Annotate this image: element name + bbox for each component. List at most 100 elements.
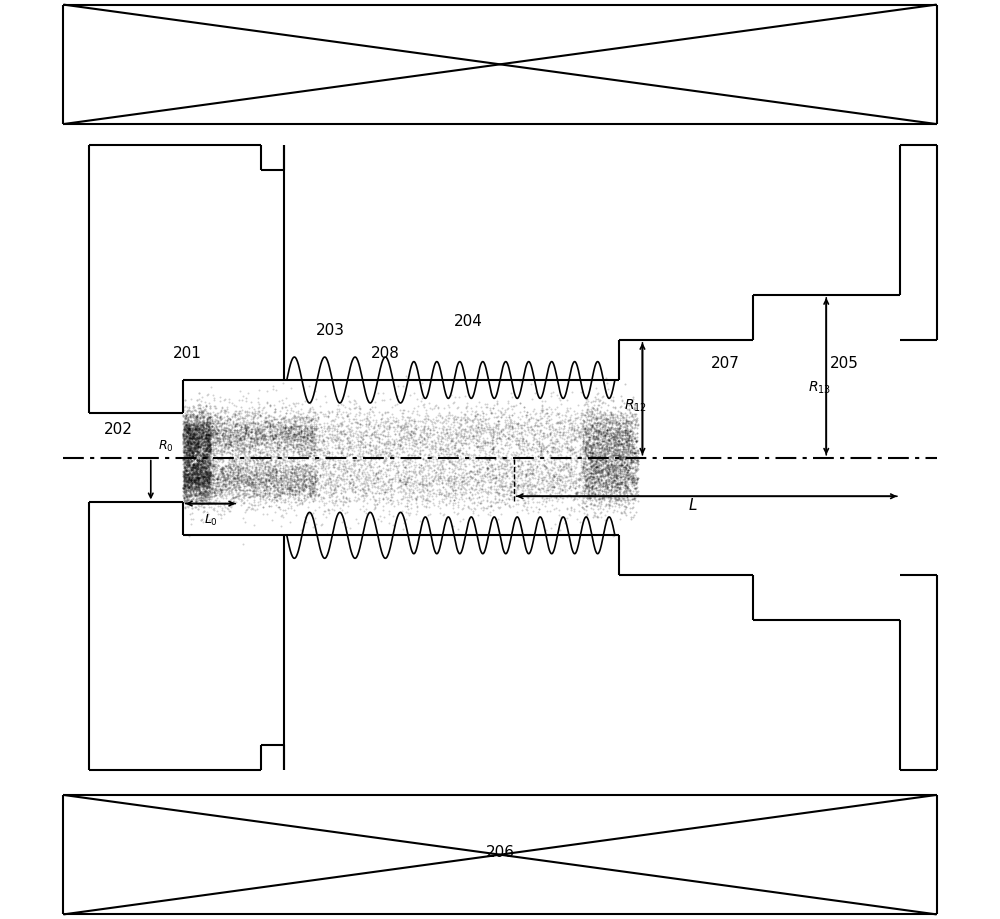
Point xyxy=(243,471,259,486)
Point xyxy=(502,455,518,470)
Point xyxy=(470,453,486,468)
Point xyxy=(533,411,549,425)
Point xyxy=(297,414,313,428)
Point xyxy=(578,429,594,444)
Point xyxy=(196,478,212,493)
Point xyxy=(325,460,341,474)
Point xyxy=(442,476,458,491)
Point xyxy=(549,400,565,414)
Point xyxy=(181,421,197,436)
Point xyxy=(294,476,310,491)
Point xyxy=(313,477,329,492)
Point xyxy=(371,491,387,505)
Point xyxy=(222,417,238,432)
Point xyxy=(585,428,601,443)
Point xyxy=(473,414,489,428)
Point xyxy=(185,435,201,449)
Point xyxy=(293,428,309,443)
Point xyxy=(596,448,612,463)
Point xyxy=(619,437,635,451)
Point xyxy=(613,430,629,445)
Point xyxy=(193,480,209,494)
Point xyxy=(482,423,498,437)
Point xyxy=(580,487,596,502)
Point xyxy=(198,430,214,445)
Point xyxy=(190,477,206,492)
Point xyxy=(310,442,326,457)
Point xyxy=(209,434,225,448)
Point xyxy=(260,463,276,478)
Point xyxy=(342,434,358,448)
Point xyxy=(208,460,224,474)
Point xyxy=(187,425,203,439)
Point xyxy=(199,480,215,494)
Point xyxy=(175,468,191,482)
Point xyxy=(514,455,530,470)
Point xyxy=(314,428,330,443)
Point xyxy=(249,502,265,516)
Point xyxy=(295,463,311,478)
Point xyxy=(186,465,202,480)
Point xyxy=(442,469,458,483)
Point xyxy=(627,429,643,444)
Point xyxy=(227,448,243,463)
Point xyxy=(216,445,232,460)
Point xyxy=(446,475,462,490)
Point xyxy=(182,441,198,456)
Point xyxy=(192,445,208,460)
Point xyxy=(272,441,288,456)
Point xyxy=(206,442,222,457)
Point xyxy=(325,452,341,467)
Point xyxy=(202,458,218,472)
Point xyxy=(241,470,257,484)
Point xyxy=(547,429,563,444)
Point xyxy=(593,414,609,428)
Point xyxy=(587,440,603,455)
Point xyxy=(179,414,195,428)
Point xyxy=(520,478,536,493)
Point xyxy=(535,441,551,456)
Point xyxy=(236,495,252,510)
Point xyxy=(378,436,394,450)
Point xyxy=(507,448,523,462)
Point xyxy=(406,449,422,464)
Point xyxy=(199,468,215,482)
Point xyxy=(525,433,541,448)
Point xyxy=(566,464,582,479)
Point xyxy=(181,453,197,468)
Point xyxy=(576,488,592,503)
Point xyxy=(321,471,337,485)
Point xyxy=(490,419,506,434)
Point xyxy=(178,473,194,488)
Point xyxy=(616,498,632,513)
Point xyxy=(606,491,622,505)
Point xyxy=(289,477,305,492)
Point xyxy=(586,496,602,511)
Point xyxy=(524,470,540,484)
Point xyxy=(242,490,258,505)
Point xyxy=(186,444,202,459)
Point xyxy=(461,429,477,444)
Point xyxy=(420,412,436,426)
Point xyxy=(491,492,507,506)
Point xyxy=(210,405,226,420)
Point xyxy=(184,475,200,490)
Point xyxy=(229,408,245,423)
Point xyxy=(324,427,340,442)
Point xyxy=(263,469,279,483)
Point xyxy=(185,416,201,431)
Point xyxy=(203,475,219,490)
Point xyxy=(598,453,614,468)
Point xyxy=(179,435,195,449)
Point xyxy=(184,470,200,484)
Point xyxy=(199,449,215,464)
Point xyxy=(602,470,618,484)
Point xyxy=(201,442,217,457)
Point xyxy=(622,455,638,470)
Point xyxy=(548,467,564,482)
Point xyxy=(458,444,474,459)
Point xyxy=(396,516,412,530)
Point xyxy=(205,439,221,454)
Point xyxy=(592,464,608,479)
Point xyxy=(192,442,208,457)
